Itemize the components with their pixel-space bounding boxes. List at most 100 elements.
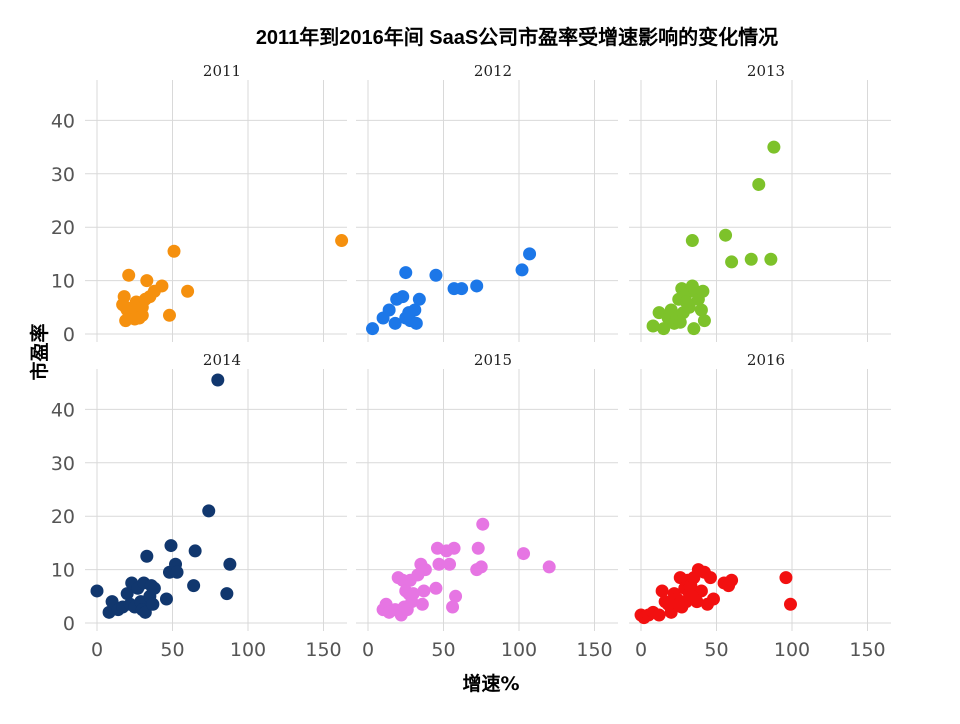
data-point-2016-28 [725, 573, 739, 587]
data-point-2015-20 [432, 557, 446, 571]
data-point-2014-0 [90, 584, 104, 598]
data-point-2015-29 [476, 517, 490, 531]
x-tick-label-50: 50 [431, 639, 455, 661]
data-point-2014-26 [202, 504, 216, 518]
data-point-2014-17 [146, 597, 160, 611]
data-point-2015-18 [429, 581, 443, 595]
x-tick-label-0: 0 [91, 639, 103, 661]
data-point-2013-0 [646, 319, 660, 333]
data-point-2012-14 [455, 282, 469, 296]
data-point-2012-10 [409, 316, 423, 330]
y-tick-label-0: 0 [63, 613, 75, 635]
y-tick-label-0: 0 [63, 324, 75, 346]
panel-2015: 2015 0 50 100 150 [356, 351, 618, 661]
data-point-2013-22 [744, 252, 758, 266]
panel-label-2013: 2013 [747, 62, 785, 80]
data-point-2014-5 [120, 587, 134, 601]
x-tick-label-150: 150 [305, 639, 341, 661]
data-point-2012-0 [366, 322, 380, 336]
panel-label-2015: 2015 [474, 351, 512, 369]
data-point-2012-6 [399, 266, 413, 280]
data-point-2013-25 [767, 140, 781, 154]
data-point-2012-3 [388, 316, 402, 330]
data-point-2011-13 [140, 274, 154, 288]
data-point-2011-16 [155, 279, 169, 293]
data-point-2012-16 [515, 263, 529, 277]
data-point-2013-13 [685, 234, 699, 248]
data-point-2013-23 [752, 177, 766, 191]
x-tick-label-150: 150 [849, 639, 885, 661]
data-point-2011-19 [181, 284, 195, 298]
data-point-2012-11 [412, 292, 426, 306]
x-tick-label-150: 150 [576, 639, 612, 661]
panel-label-2014: 2014 [203, 351, 241, 369]
y-tick-label-30: 30 [51, 453, 75, 475]
data-point-2014-28 [220, 587, 234, 601]
data-point-2013-21 [725, 255, 739, 269]
panel-label-2016: 2016 [747, 351, 785, 369]
x-tick-label-0: 0 [635, 639, 647, 661]
data-point-2016-24 [703, 571, 717, 585]
data-point-2014-27 [211, 373, 225, 387]
data-point-2013-27 [679, 295, 693, 309]
data-point-2012-5 [396, 290, 410, 304]
y-tick-label-40: 40 [51, 399, 75, 421]
data-point-2016-31 [672, 597, 686, 611]
x-axis-title: 增速% [462, 672, 519, 695]
data-point-2012-2 [382, 303, 396, 317]
data-point-2014-23 [170, 565, 184, 579]
data-point-2013-17 [694, 303, 708, 317]
data-point-2013-24 [764, 252, 778, 266]
panel-2012: 2012 [356, 62, 618, 342]
data-point-2015-16 [417, 584, 431, 598]
data-point-2015-30 [517, 547, 531, 561]
y-tick-label-20: 20 [51, 506, 75, 528]
data-point-2016-30 [783, 597, 797, 611]
y-axis-title: 市盈率 [28, 323, 51, 380]
data-point-2015-15 [415, 597, 429, 611]
panels-layer: 2011 0 10 20 30 40 2012 2013 2014 0 10 20 30 40 0 50 100… [51, 62, 891, 661]
data-point-2014-24 [187, 579, 201, 593]
data-point-2016-5 [655, 584, 669, 598]
data-point-2015-32 [411, 568, 425, 582]
x-tick-label-0: 0 [362, 639, 374, 661]
panel-label-2012: 2012 [474, 62, 512, 80]
data-point-2015-27 [471, 541, 485, 555]
panel-label-2011: 2011 [203, 62, 241, 80]
y-tick-label-30: 30 [51, 164, 75, 186]
data-point-2013-20 [719, 228, 733, 242]
chart-title: 2011年到2016年间 SaaS公司市盈率受增速影响的变化情况 [256, 25, 778, 49]
data-point-2014-14 [140, 549, 154, 563]
data-point-2012-12 [429, 268, 443, 282]
y-tick-label-10: 10 [51, 271, 75, 293]
data-point-2011-22 [128, 312, 142, 326]
data-point-2016-4 [652, 608, 666, 622]
panel-2016: 2016 0 50 100 150 [629, 351, 891, 661]
data-point-2014-29 [223, 557, 237, 571]
data-point-2013-26 [673, 315, 687, 329]
data-point-2012-15 [470, 279, 484, 293]
data-point-2013-19 [697, 314, 711, 328]
data-point-2014-19 [159, 592, 173, 606]
data-point-2016-32 [685, 589, 699, 603]
data-point-2011-17 [162, 308, 176, 322]
data-point-2012-18 [402, 306, 416, 320]
y-tick-label-20: 20 [51, 217, 75, 239]
y-tick-label-40: 40 [51, 110, 75, 132]
data-point-2013-14 [687, 322, 701, 336]
x-tick-label-100: 100 [774, 639, 810, 661]
x-tick-label-50: 50 [704, 639, 728, 661]
data-point-2011-18 [167, 244, 181, 258]
panel-2014: 2014 0 10 20 30 40 0 50 100 150 [51, 351, 347, 661]
data-point-2015-23 [446, 600, 460, 614]
x-tick-label-100: 100 [230, 639, 266, 661]
data-point-2012-17 [523, 247, 537, 261]
x-tick-label-50: 50 [160, 639, 184, 661]
x-tick-label-100: 100 [501, 639, 537, 661]
y-tick-label-10: 10 [51, 560, 75, 582]
data-point-2015-13 [406, 587, 420, 601]
data-point-2015-25 [449, 589, 463, 603]
data-point-2013-2 [657, 322, 671, 336]
